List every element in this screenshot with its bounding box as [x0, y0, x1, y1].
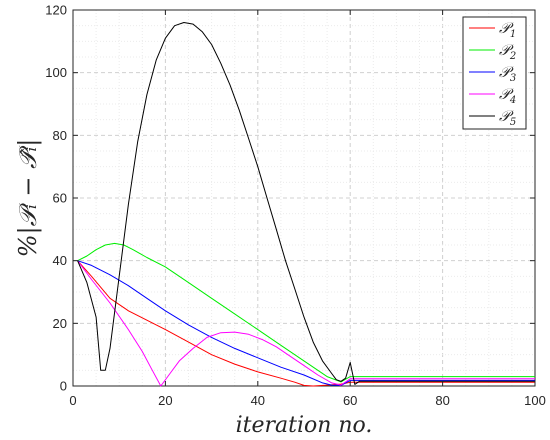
x-tick-label: 60 — [343, 393, 357, 408]
x-tick-label: 20 — [158, 393, 172, 408]
x-axis-ticks: 0 20 40 60 80 100 — [69, 10, 546, 408]
y-tick-label: 80 — [53, 128, 67, 143]
y-tick-label: 20 — [53, 316, 67, 331]
legend-box — [462, 16, 527, 130]
series-lines — [77, 22, 535, 387]
series-line-p2 — [77, 242, 535, 383]
y-axis-ticks: 0 20 40 60 80 100 120 — [45, 3, 535, 394]
x-tick-label: 40 — [251, 393, 265, 408]
y-tick-label: 100 — [45, 65, 67, 80]
series-line-p5 — [77, 22, 535, 385]
y-tick-label: 60 — [53, 191, 67, 206]
grid — [73, 10, 535, 386]
x-tick-label: 100 — [524, 393, 546, 408]
y-axis-label: %|𝒫ᵢ − 𝒫̂ᵢ| — [14, 139, 43, 258]
x-tick-label: 0 — [69, 393, 76, 408]
y-tick-label: 40 — [53, 253, 67, 268]
series-line-p4 — [77, 260, 535, 387]
x-axis-label: iteration no. — [236, 413, 373, 438]
series-line-p1 — [77, 260, 535, 387]
y-tick-label: 120 — [45, 3, 67, 18]
x-tick-label: 80 — [435, 393, 449, 408]
y-tick-label: 0 — [60, 379, 67, 394]
